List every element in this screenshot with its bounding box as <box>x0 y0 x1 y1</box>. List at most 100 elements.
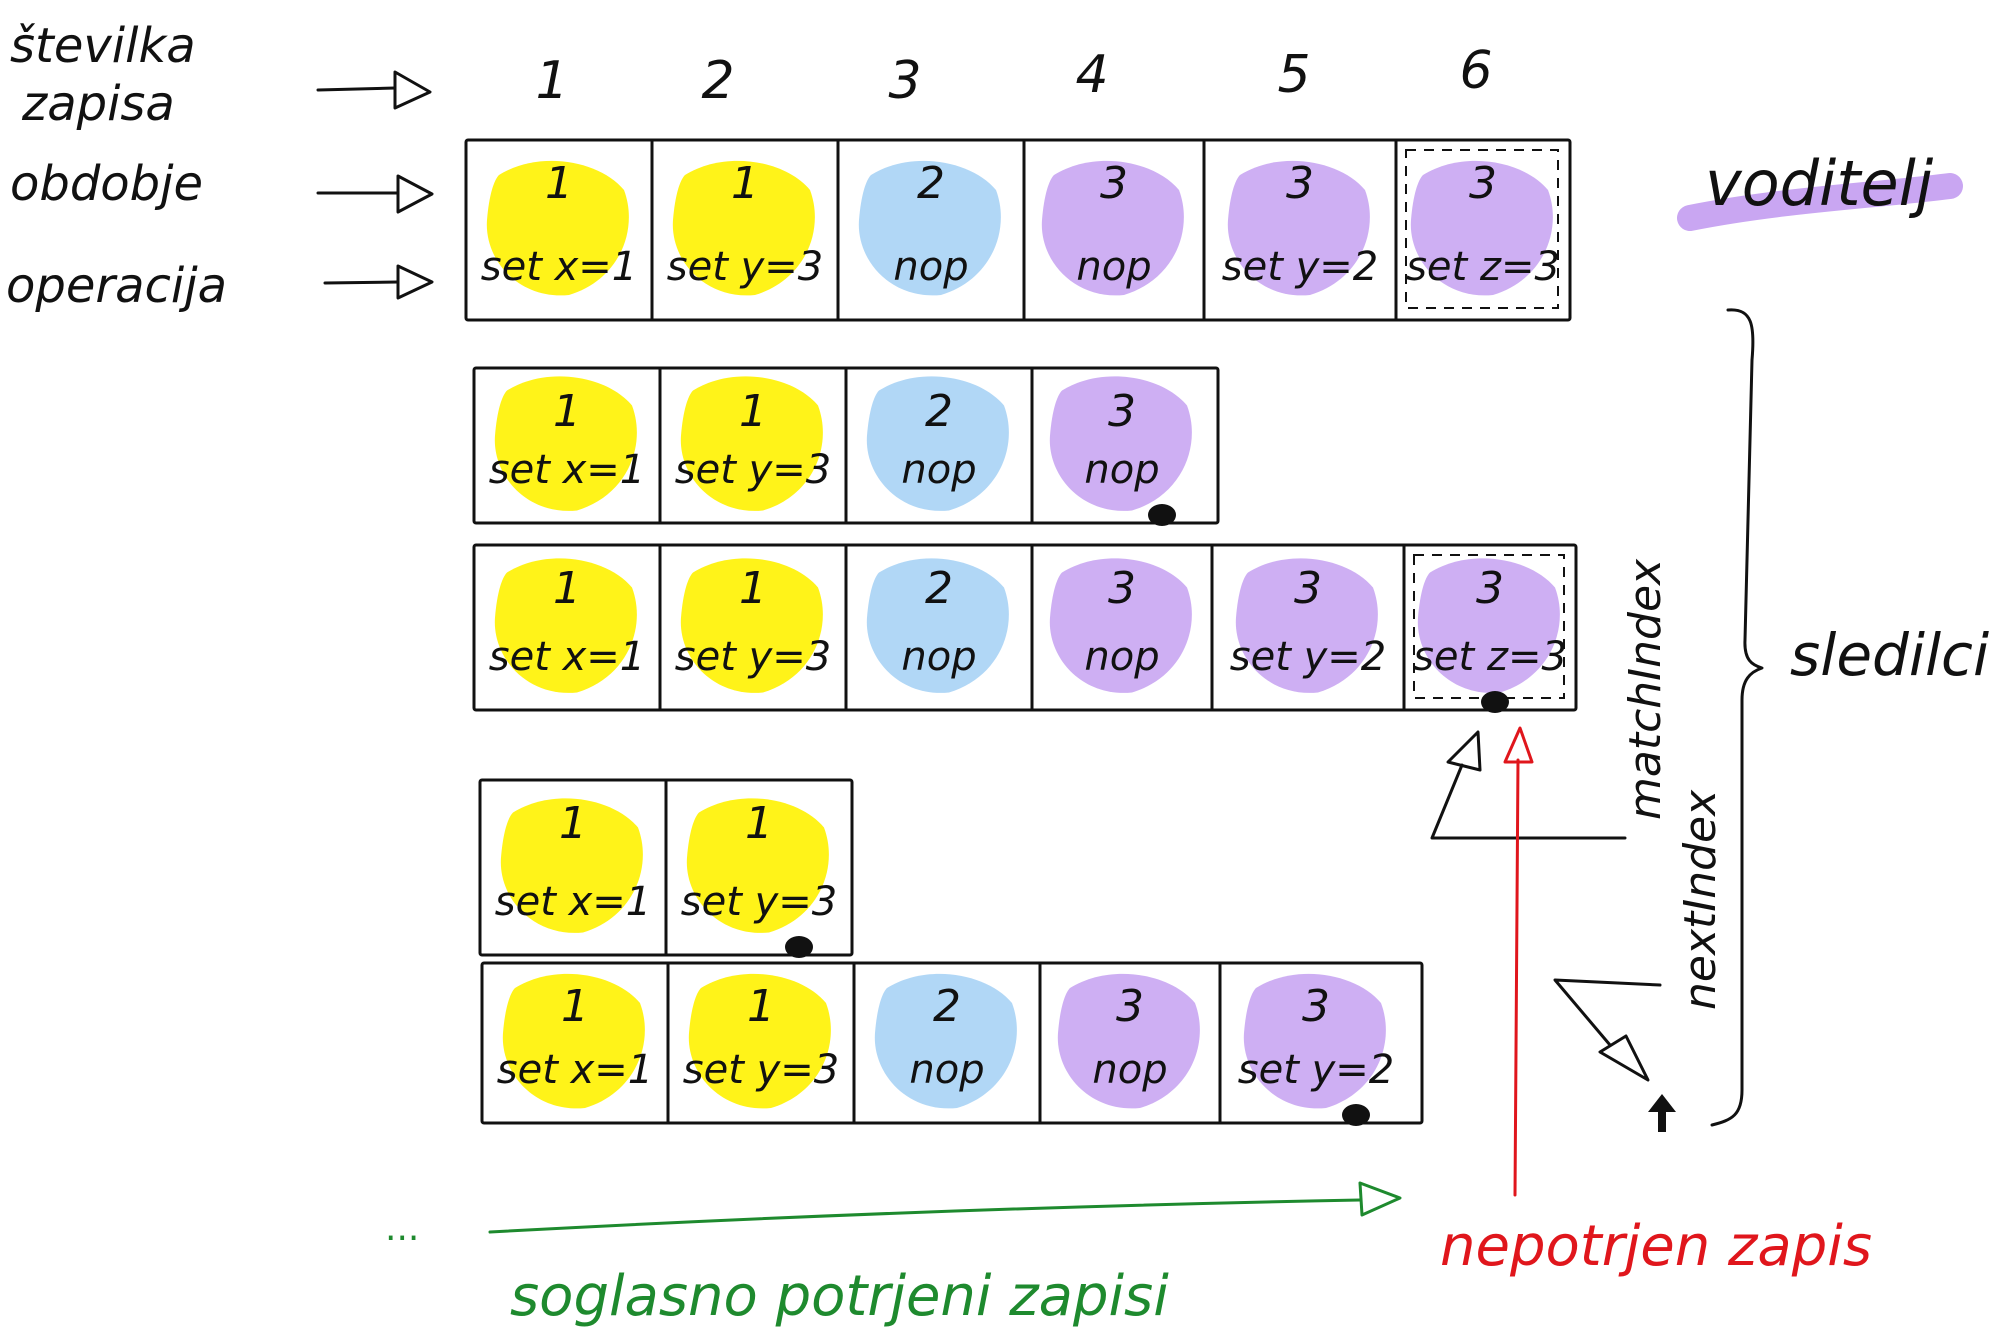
entry-operation: nop <box>1092 1047 1167 1093</box>
period-highlight <box>866 376 1009 511</box>
operation-label: operacija <box>6 258 227 314</box>
match-dot <box>1342 1104 1370 1126</box>
match-dot <box>1148 504 1176 526</box>
log-entry: 3 set z=3 <box>1413 554 1567 699</box>
log-entry: 3 set z=3 <box>1405 149 1560 309</box>
entry-period: 3 <box>1476 563 1504 614</box>
log-entry: 3 nop <box>1041 140 1206 320</box>
entry-period: 1 <box>731 158 759 209</box>
follower-log-4: 1 set x=1 1 set y=3 2 nop 3 nop 3 set y=2 <box>480 961 1424 1126</box>
index-label-line1: številka <box>10 18 196 74</box>
entry-operation: set y=2 <box>1238 1047 1394 1093</box>
log-entry: 3 set y=2 <box>1222 140 1398 320</box>
period-highlight <box>1410 160 1553 296</box>
log-frame <box>480 961 1424 1125</box>
entry-operation: nop <box>1084 634 1159 680</box>
entry-period: 1 <box>553 563 581 614</box>
entry-period: 3 <box>1108 386 1136 437</box>
period-highlight <box>494 376 637 511</box>
entry-period: 3 <box>1108 563 1136 614</box>
column-index-4: 4 <box>1075 45 1108 105</box>
entry-operation: set x=1 <box>489 447 645 493</box>
entry-operation: set x=1 <box>489 634 645 680</box>
entry-operation: set y=3 <box>667 244 823 290</box>
entry-period: 1 <box>559 798 587 849</box>
log-entry: 1 set y=3 <box>667 140 840 320</box>
entry-operation: set z=3 <box>1406 244 1560 290</box>
entry-operation: set y=2 <box>1222 244 1378 290</box>
log-frame <box>464 138 1572 322</box>
period-label: obdobje <box>10 156 203 212</box>
column-indices: 1 2 3 4 5 6 <box>535 41 1492 111</box>
entry-period: 2 <box>917 158 945 209</box>
index-label-line2: zapisa <box>21 76 175 132</box>
follower-log-2: 1 set x=1 1 set y=3 2 nop 3 nop 3 set y=2 3 set z=3 <box>472 543 1578 713</box>
entry-operation: nop <box>901 447 976 493</box>
period-highlight <box>1057 973 1200 1109</box>
period-highlight <box>500 798 643 933</box>
log-entry: 3 set y=2 <box>1238 973 1394 1109</box>
match-index-arrow <box>1430 730 1627 840</box>
period-highlight <box>1049 376 1192 511</box>
entry-period: 3 <box>1100 158 1128 209</box>
period-highlight <box>1041 160 1184 296</box>
row-labels: številka zapisa obdobje operacija <box>6 18 434 314</box>
match-dot <box>785 936 813 958</box>
entry-period: 3 <box>1302 981 1330 1032</box>
period-highlight <box>1049 558 1192 693</box>
log-entry: 3 set y=2 <box>1230 545 1406 710</box>
log-entry: 1 set x=1 <box>481 140 654 320</box>
entry-period: 3 <box>1294 563 1322 614</box>
period-highlight <box>1227 160 1370 296</box>
entry-operation: nop <box>1076 244 1151 290</box>
column-index-5: 5 <box>1277 45 1310 105</box>
leader-label-group: voditelj <box>1677 147 1963 231</box>
entry-period: 1 <box>745 798 773 849</box>
period-highlight <box>874 973 1017 1109</box>
log-entry: 2 nop <box>858 140 1026 320</box>
log-frame <box>472 543 1578 712</box>
entry-period: 1 <box>561 981 589 1032</box>
period-highlight <box>1235 558 1378 693</box>
entry-operation: set x=1 <box>497 1047 653 1093</box>
log-entry: 1 set x=1 <box>495 780 668 955</box>
entry-period: 1 <box>739 563 767 614</box>
uncommitted-arrow <box>1503 726 1534 1197</box>
period-highlight <box>866 558 1009 693</box>
period-arrow <box>316 174 434 214</box>
period-highlight <box>502 973 645 1109</box>
match-dot <box>1481 691 1509 713</box>
entry-operation: nop <box>893 244 968 290</box>
entry-operation: set x=1 <box>481 244 637 290</box>
entry-operation: nop <box>901 634 976 680</box>
log-entry: 3 nop <box>1057 963 1222 1123</box>
logs: 1 set x=1 1 set y=3 2 nop 3 nop 3 set y=2 3 set z=3… <box>464 138 1578 1126</box>
period-highlight <box>1243 973 1386 1109</box>
entry-operation: set y=3 <box>675 634 831 680</box>
entry-period: 2 <box>925 563 953 614</box>
entry-period: 3 <box>1286 158 1314 209</box>
match-index-label: matchIndex <box>1620 558 1671 820</box>
committed-prefix: ... <box>385 1208 419 1249</box>
uncommitted-label: nepotrjen zapis <box>1440 1214 1872 1279</box>
operation-arrow <box>323 264 434 300</box>
log-entry: 1 set y=3 <box>675 545 848 710</box>
period-highlight <box>686 798 829 933</box>
column-index-1: 1 <box>535 51 568 111</box>
log-entry: 3 nop <box>1049 545 1214 710</box>
column-index-2: 2 <box>701 51 734 111</box>
follower-log-3: 1 set x=1 1 set y=3 <box>478 778 854 958</box>
entry-operation: set x=1 <box>495 879 651 925</box>
log-entry: 1 set x=1 <box>497 963 670 1123</box>
period-highlight <box>858 160 1001 296</box>
entry-operation: nop <box>1084 447 1159 493</box>
entry-operation: nop <box>909 1047 984 1093</box>
log-entry: 1 set y=3 <box>681 798 837 933</box>
entry-period: 3 <box>1116 981 1144 1032</box>
entry-operation: set y=3 <box>683 1047 839 1093</box>
entry-operation: set y=2 <box>1230 634 1386 680</box>
committed-arrow: ... <box>385 1181 1402 1249</box>
leader-log: 1 set x=1 1 set y=3 2 nop 3 nop 3 set y=2 3 set z=3 <box>464 138 1572 322</box>
period-highlight <box>1417 558 1560 693</box>
